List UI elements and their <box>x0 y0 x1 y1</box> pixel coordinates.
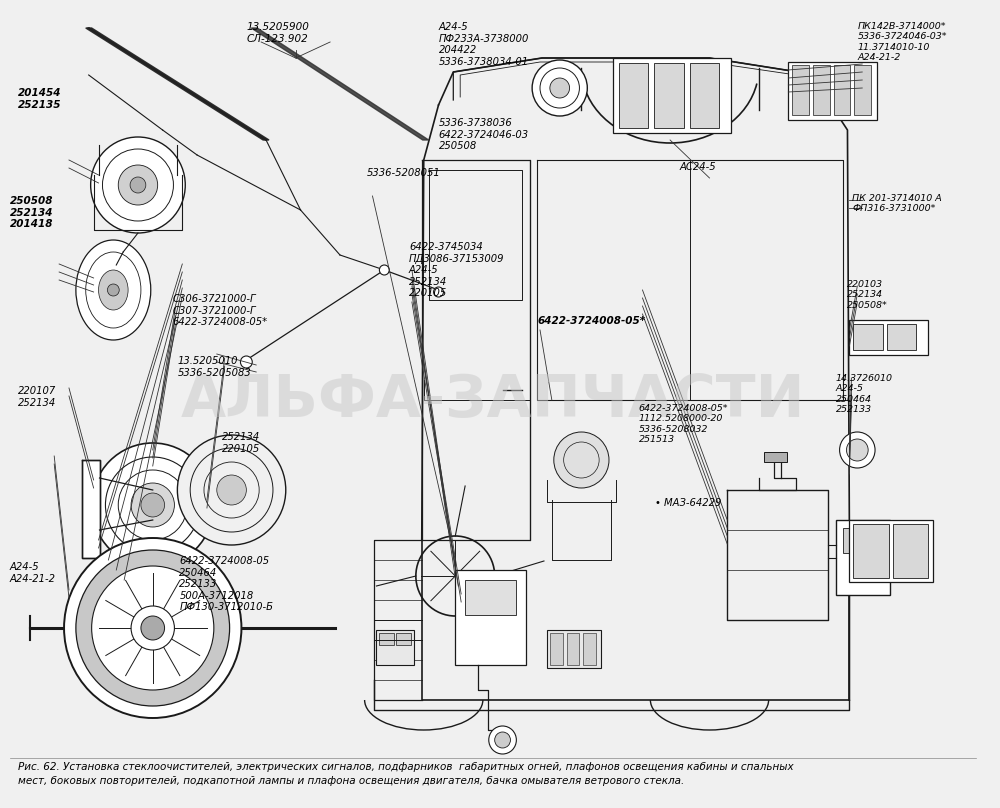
Bar <box>843 528 862 553</box>
Circle shape <box>92 566 214 690</box>
Bar <box>465 580 516 615</box>
Circle shape <box>141 493 165 517</box>
Bar <box>376 630 414 665</box>
Bar <box>764 452 787 462</box>
Text: А24-5
А24-21-2: А24-5 А24-21-2 <box>10 562 56 583</box>
Bar <box>813 65 830 115</box>
Circle shape <box>379 265 389 275</box>
Bar <box>379 633 394 645</box>
Bar <box>887 324 916 350</box>
Circle shape <box>131 483 174 527</box>
Text: 6422-3724008-05*
1112.5208000-20
5336-5208032
251513: 6422-3724008-05* 1112.5208000-20 5336-52… <box>639 404 728 444</box>
Bar <box>854 65 871 115</box>
Text: 220103
252134
250508*: 220103 252134 250508* <box>847 280 888 309</box>
Bar <box>550 633 563 665</box>
Bar <box>567 633 579 665</box>
Bar <box>792 65 809 115</box>
Circle shape <box>550 78 570 98</box>
Circle shape <box>554 432 609 488</box>
Circle shape <box>434 287 443 297</box>
Bar <box>853 524 889 578</box>
Text: Рис. 62. Установка стеклоочистителей, электрических сигналов, подфарников  габар: Рис. 62. Установка стеклоочистителей, эл… <box>18 762 793 772</box>
Text: 250508
252134
201418: 250508 252134 201418 <box>10 196 53 229</box>
Bar <box>455 570 526 665</box>
Circle shape <box>846 439 868 461</box>
Bar <box>849 520 933 582</box>
Text: 5336-5208051: 5336-5208051 <box>367 168 440 178</box>
Bar <box>547 630 601 668</box>
Bar <box>613 58 731 133</box>
Text: мест, боковых повторителей, подкапотной лампы и плафона освещения двигателя, бач: мест, боковых повторителей, подкапотной … <box>18 776 684 786</box>
Bar <box>619 63 648 128</box>
Circle shape <box>177 435 286 545</box>
Circle shape <box>64 538 241 718</box>
Text: 13.5205900
СЛ-123.902: 13.5205900 СЛ-123.902 <box>246 22 309 44</box>
Circle shape <box>91 137 185 233</box>
Polygon shape <box>86 28 269 140</box>
Text: 6422-3724008-05
250464
252133
500А-3712018
ПФ130-3712010-Б: 6422-3724008-05 250464 252133 500А-37120… <box>179 556 273 612</box>
Bar <box>788 62 877 120</box>
Text: ПК 201-3714010 А
ФП316-3731000*: ПК 201-3714010 А ФП316-3731000* <box>852 194 942 213</box>
Bar <box>834 65 850 115</box>
Text: С306-3721000-Г
С307-3721000-Г
6422-3724008-05*: С306-3721000-Г С307-3721000-Г 6422-37240… <box>172 294 268 327</box>
Ellipse shape <box>99 270 128 310</box>
Bar <box>583 633 596 665</box>
Text: АЛЬФА-ЗАПЧАСТИ: АЛЬФА-ЗАПЧАСТИ <box>180 372 805 428</box>
Bar <box>893 524 928 578</box>
Circle shape <box>76 550 230 706</box>
Circle shape <box>107 284 119 296</box>
Bar <box>396 633 411 645</box>
Text: 14.3726010
А24-5
250464
252133: 14.3726010 А24-5 250464 252133 <box>836 374 893 415</box>
Circle shape <box>240 356 252 368</box>
Bar <box>853 324 883 350</box>
Bar <box>654 63 684 128</box>
Bar <box>867 528 883 553</box>
Text: 13.5205010
5336-5205083: 13.5205010 5336-5205083 <box>177 356 251 377</box>
Circle shape <box>532 60 587 116</box>
Text: • МАЗ-64229: • МАЗ-64229 <box>655 498 722 508</box>
Text: 5336-3738036
6422-3724046-03
250508: 5336-3738036 6422-3724046-03 250508 <box>439 118 529 151</box>
Text: 252134
220105: 252134 220105 <box>222 432 260 453</box>
Circle shape <box>141 616 165 640</box>
Circle shape <box>92 443 214 567</box>
Bar <box>836 520 890 595</box>
Text: АС24-5: АС24-5 <box>680 162 717 172</box>
Text: 201454
252135: 201454 252135 <box>18 88 61 110</box>
Circle shape <box>118 165 158 205</box>
Circle shape <box>130 177 146 193</box>
Circle shape <box>495 732 510 748</box>
Bar <box>82 460 100 558</box>
Text: 220107
252134: 220107 252134 <box>18 386 56 407</box>
Circle shape <box>840 432 875 468</box>
Circle shape <box>489 726 516 754</box>
Circle shape <box>131 606 174 650</box>
Text: А24-5
ПФ233А-3738000
204422
5336-3738034-01: А24-5 ПФ233А-3738000 204422 5336-3738034… <box>439 22 529 67</box>
Circle shape <box>217 475 246 505</box>
Text: ПК142В-3714000*
5336-3724046-03*
11.3714010-10
А24-21-2: ПК142В-3714000* 5336-3724046-03* 11.3714… <box>857 22 947 62</box>
Bar <box>849 320 928 355</box>
Bar <box>690 63 719 128</box>
Text: 6422-3724008-05*: 6422-3724008-05* <box>537 316 645 326</box>
Ellipse shape <box>76 240 151 340</box>
Text: 6422-3745034
ПД3086-37153009
А24-5
252134
220105: 6422-3745034 ПД3086-37153009 А24-5 25213… <box>409 242 504 298</box>
Polygon shape <box>251 28 429 140</box>
